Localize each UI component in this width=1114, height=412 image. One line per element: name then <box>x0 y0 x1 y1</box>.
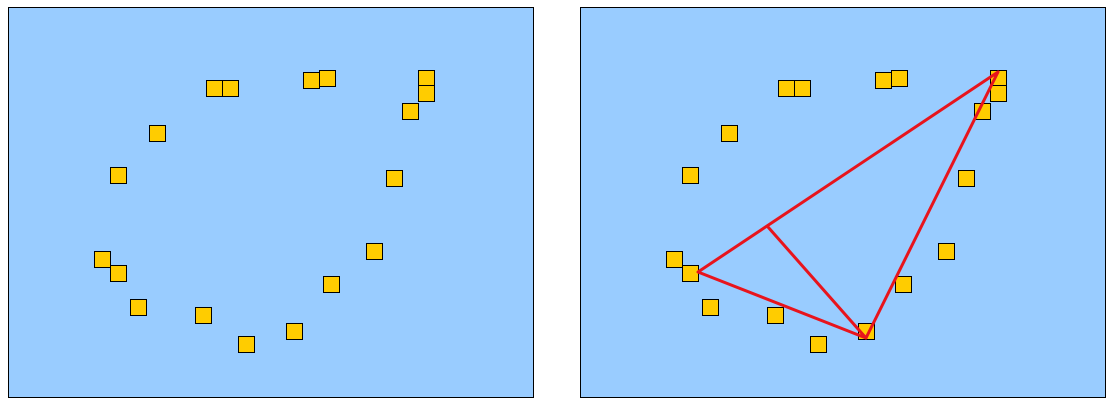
square-marker <box>195 307 212 324</box>
square-marker <box>110 265 127 282</box>
triangle-overlay <box>696 70 1000 340</box>
square-marker <box>682 265 699 282</box>
square-marker <box>682 167 699 184</box>
square-marker <box>319 70 336 87</box>
square-marker <box>721 125 738 142</box>
square-marker <box>666 251 683 268</box>
square-marker <box>386 170 403 187</box>
triangle-altitude-line <box>766 225 868 340</box>
square-marker <box>794 80 811 97</box>
square-marker <box>778 80 795 97</box>
triangle-outline <box>696 70 1000 340</box>
square-marker <box>418 70 435 87</box>
square-marker <box>891 70 908 87</box>
square-marker <box>990 85 1007 102</box>
square-marker <box>130 299 147 316</box>
square-marker <box>875 72 892 89</box>
square-marker <box>810 336 827 353</box>
square-marker <box>94 251 111 268</box>
square-marker <box>303 72 320 89</box>
square-marker <box>895 276 912 293</box>
square-marker <box>938 243 955 260</box>
square-marker <box>418 85 435 102</box>
square-marker <box>149 125 166 142</box>
square-marker <box>110 167 127 184</box>
square-marker <box>323 276 340 293</box>
square-marker <box>366 243 383 260</box>
square-marker <box>206 80 223 97</box>
square-marker <box>958 170 975 187</box>
square-marker <box>702 299 719 316</box>
square-marker <box>767 307 784 324</box>
left-panel <box>8 7 534 398</box>
square-marker <box>238 336 255 353</box>
right-panel <box>580 7 1106 398</box>
square-marker <box>286 323 303 340</box>
right-panel-background <box>580 7 1106 398</box>
square-marker <box>222 80 239 97</box>
left-panel-background <box>8 7 534 398</box>
square-marker <box>402 103 419 120</box>
